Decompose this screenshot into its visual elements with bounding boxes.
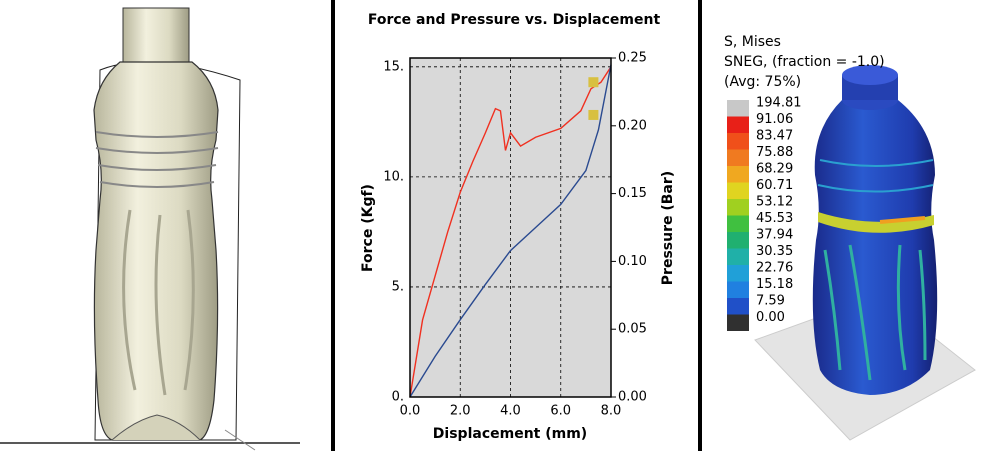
- y2-tick-label: 0.25: [618, 51, 647, 66]
- chart-title: Force and Pressure vs. Displacement: [368, 12, 661, 28]
- legend-swatch: [727, 100, 749, 117]
- highlight-marker: [588, 109, 599, 120]
- y2-tick-label: 0.20: [618, 118, 647, 133]
- x-tick-label: 0.0: [400, 404, 421, 419]
- contour-bottle: [754, 65, 976, 441]
- legend-heading: SNEG, (fraction = -1.0): [724, 54, 885, 70]
- legend-label: 15.18: [756, 277, 793, 292]
- y2-tick-label: 0.05: [618, 322, 647, 337]
- y-tick-label: 0.: [392, 390, 404, 405]
- y2-tick-label: 0.10: [618, 254, 647, 269]
- legend-swatch: [727, 215, 749, 232]
- legend-label: 53.12: [756, 195, 793, 210]
- legend-label: 7.59: [756, 294, 785, 309]
- legend-label: 22.76: [756, 261, 793, 276]
- legend-label: 83.47: [756, 129, 793, 144]
- legend-heading: S, Mises: [724, 34, 781, 50]
- legend-label: 30.35: [756, 244, 793, 259]
- legend-label: 68.29: [756, 162, 793, 177]
- legend-swatch: [727, 149, 749, 166]
- legend-label: 45.53: [756, 211, 793, 226]
- y-tick-label: 15.: [383, 59, 404, 74]
- x-tick-label: 8.0: [601, 404, 622, 419]
- series-line: [409, 64, 612, 398]
- y2-axis-label: Pressure (Bar): [660, 171, 676, 285]
- legend-label: 194.81: [756, 96, 802, 111]
- legend-swatch: [727, 182, 749, 199]
- legend-swatch: [727, 166, 749, 183]
- legend-heading: (Avg: 75%): [724, 74, 801, 90]
- y-axis-label: Force (Kgf): [360, 184, 376, 272]
- y2-tick-label: 0.00: [618, 390, 647, 405]
- contour-legend: S, Mises SNEG, (fraction = -1.0) (Avg: 75%…: [724, 34, 885, 331]
- highlight-marker: [588, 77, 599, 88]
- legend-swatch: [727, 265, 749, 282]
- legend-swatch: [727, 133, 749, 150]
- series-line: [409, 66, 612, 398]
- bottle-drawing: [0, 7, 300, 451]
- y2-tick-label: 0.15: [618, 186, 647, 201]
- x-axis-label: Displacement (mm): [433, 426, 587, 442]
- separator: [698, 0, 702, 451]
- legend-swatch: [727, 116, 749, 133]
- plot-frame: [409, 57, 612, 398]
- legend-swatch: [727, 281, 749, 298]
- x-tick-label: 6.0: [550, 404, 571, 419]
- legend-label: 0.00: [756, 310, 785, 325]
- y-tick-label: 5.: [392, 279, 404, 294]
- x-tick-label: 2.0: [450, 404, 471, 419]
- legend-swatch: [727, 248, 749, 265]
- legend-swatch: [727, 232, 749, 249]
- legend-label: 91.06: [756, 112, 793, 127]
- separator: [331, 0, 335, 451]
- legend-label: 75.88: [756, 145, 793, 160]
- y-tick-label: 10.: [383, 169, 404, 184]
- legend-swatch: [727, 298, 749, 315]
- legend-swatch: [727, 199, 749, 216]
- legend-label: 60.71: [756, 178, 793, 193]
- x-tick-label: 4.0: [500, 404, 521, 419]
- chart: 0.0 2.0 4.0 6.0 8.0 0. 5. 10. 15. 0.00 0.05 0.10 0.1…: [383, 51, 647, 419]
- legend-swatch: [727, 314, 749, 331]
- legend-label: 37.94: [756, 228, 793, 243]
